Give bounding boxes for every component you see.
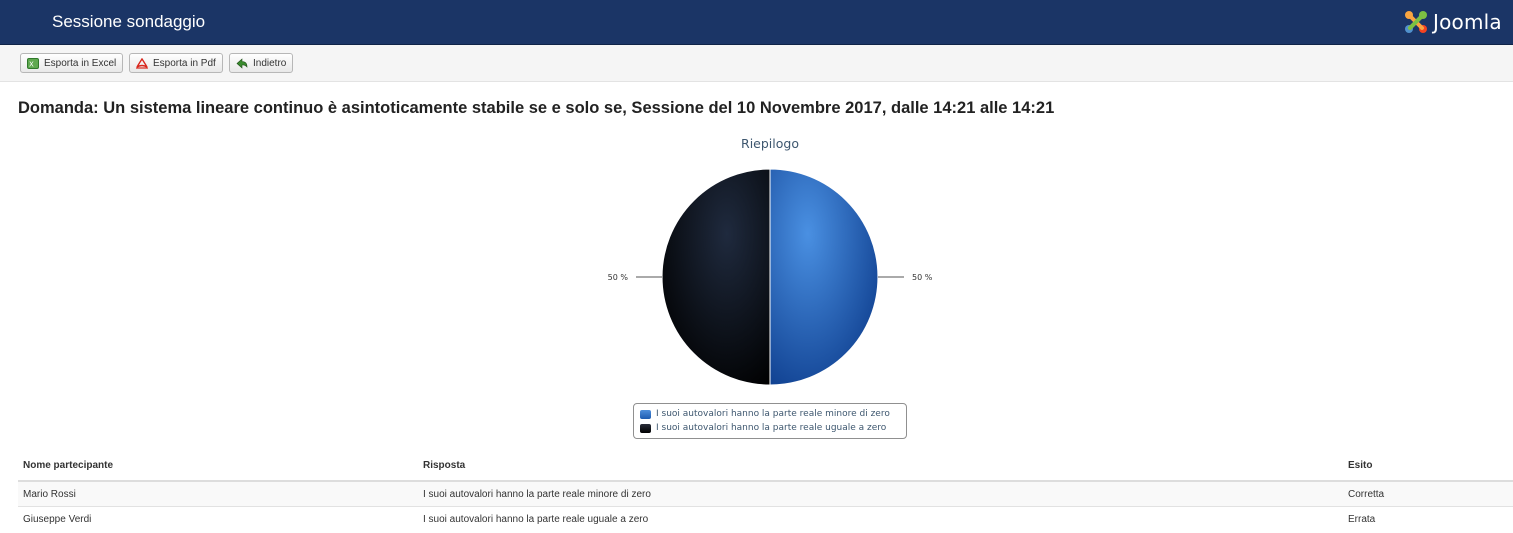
chart-title: Riepilogo (741, 136, 799, 151)
question-heading: Domanda: Un sistema lineare continuo è a… (18, 99, 1055, 117)
table-header-row: Nome partecipante Risposta Esito (18, 450, 1513, 482)
pdf-icon (136, 57, 148, 69)
legend-swatch-blue (640, 409, 651, 419)
toolbar: X Esporta in Excel Esporta in Pdf Indiet… (0, 45, 1513, 82)
pie-data-label-0: 50 % (912, 273, 933, 282)
pie-slice-1[interactable] (661, 168, 771, 386)
pie-slice-0[interactable] (769, 168, 879, 386)
back-button[interactable]: Indietro (229, 53, 294, 73)
export-pdf-label: Esporta in Pdf (153, 57, 216, 69)
pie-chart: 50 % 50 % (608, 168, 933, 386)
legend-item-0[interactable]: I suoi autovalori hanno la parte reale m… (640, 407, 906, 421)
table-row: Mario Rossi I suoi autovalori hanno la p… (18, 480, 1513, 507)
excel-icon: X (27, 57, 39, 69)
answer-text: I suoi autovalori hanno la parte reale u… (418, 506, 1343, 531)
back-label: Indietro (253, 57, 287, 69)
answer-text: I suoi autovalori hanno la parte reale m… (418, 480, 1343, 507)
legend-item-1[interactable]: I suoi autovalori hanno la parte reale u… (640, 421, 906, 435)
legend-label-0: I suoi autovalori hanno la parte reale m… (656, 409, 890, 419)
table-row: Giuseppe Verdi I suoi autovalori hanno l… (18, 506, 1513, 531)
header-bar: Sessione sondaggio Joomla (0, 0, 1513, 45)
legend-label-1: I suoi autovalori hanno la parte reale u… (656, 423, 887, 433)
chart-legend: I suoi autovalori hanno la parte reale m… (633, 403, 907, 439)
participant-name: Giuseppe Verdi (18, 506, 418, 531)
export-excel-label: Esporta in Excel (44, 57, 117, 69)
header-answer: Risposta (418, 450, 1343, 482)
result-text: Corretta (1343, 480, 1513, 507)
joomla-logo-icon (1405, 11, 1427, 33)
header-participant: Nome partecipante (18, 450, 418, 482)
logo-text: Joomla (1433, 10, 1502, 34)
result-text: Errata (1343, 506, 1513, 531)
back-arrow-icon (236, 57, 248, 69)
export-excel-button[interactable]: X Esporta in Excel (20, 53, 124, 73)
page-title: Sessione sondaggio (52, 12, 206, 31)
results-table: Nome partecipante Risposta Esito Mario R… (18, 450, 1513, 531)
header-result: Esito (1343, 450, 1513, 482)
legend-swatch-black (640, 423, 651, 433)
joomla-logo: Joomla (1403, 8, 1502, 36)
svg-text:X: X (29, 60, 34, 68)
export-pdf-button[interactable]: Esporta in Pdf (129, 53, 223, 73)
pie-data-label-1: 50 % (608, 273, 629, 282)
participant-name: Mario Rossi (18, 480, 418, 507)
